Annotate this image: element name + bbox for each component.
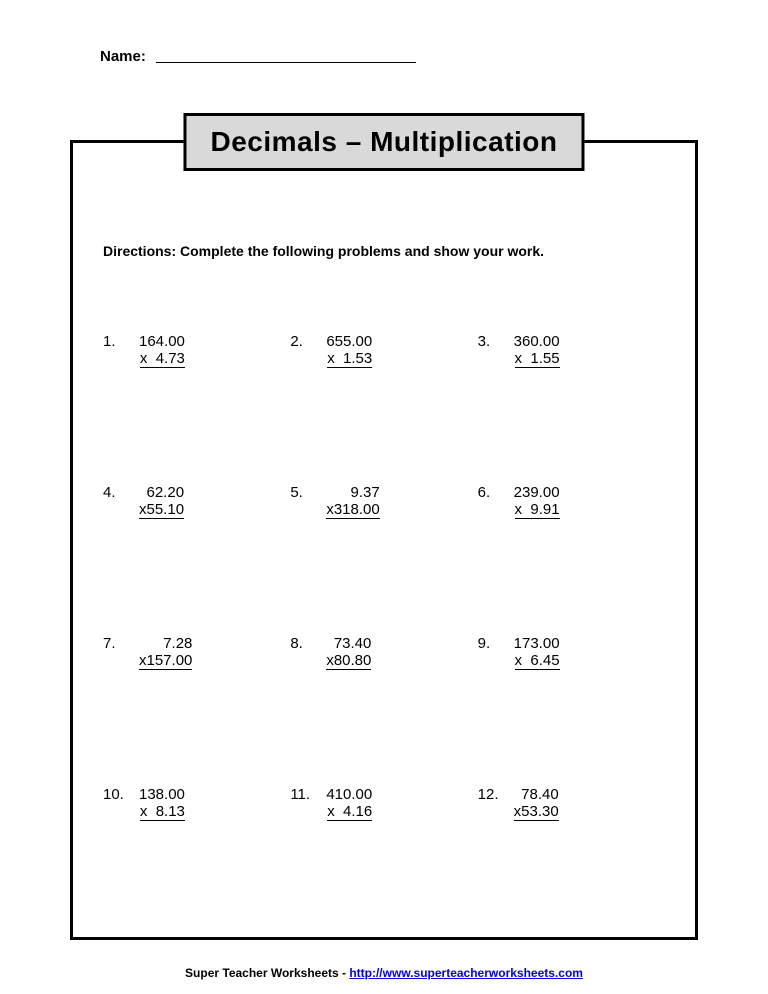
problem-stack: 138.00x 8.13: [139, 786, 185, 821]
problem-number: 12.: [478, 786, 504, 803]
problem: 9. 173.00x 6.45: [478, 635, 665, 756]
multiplicand: 62.20: [147, 484, 185, 501]
multiplier: x 8.13: [140, 803, 185, 821]
multiplicand: 7.28: [163, 635, 192, 652]
problem-stack: 78.40x53.30: [514, 786, 559, 821]
multiplier: x 9.91: [515, 501, 560, 519]
problem-number: 8.: [290, 635, 316, 652]
footer-link[interactable]: http://www.superteacherworksheets.com: [349, 966, 583, 980]
problem-number: 4.: [103, 484, 129, 501]
problem-number: 6.: [478, 484, 504, 501]
name-blank-line: [156, 62, 416, 63]
worksheet-title: Decimals – Multiplication: [183, 113, 584, 171]
problem-stack: 239.00x 9.91: [514, 484, 560, 519]
problem: 11. 410.00x 4.16: [290, 786, 477, 907]
multiplier: x 1.55: [515, 350, 560, 368]
problem: 4. 62.20x55.10: [103, 484, 290, 605]
problem-number: 5.: [290, 484, 316, 501]
problem-number: 2.: [290, 333, 316, 350]
problem-number: 11.: [290, 786, 316, 803]
directions-text: Directions: Complete the following probl…: [103, 243, 665, 259]
multiplier: x53.30: [514, 803, 559, 821]
problem-number: 1.: [103, 333, 129, 350]
worksheet-frame: Decimals – Multiplication Directions: Co…: [70, 140, 698, 940]
problem-stack: 655.00x 1.53: [326, 333, 372, 368]
problem-stack: 62.20x55.10: [139, 484, 184, 519]
problem-number: 3.: [478, 333, 504, 350]
problem: 1. 164.00x 4.73: [103, 333, 290, 454]
problem-stack: 360.00x 1.55: [514, 333, 560, 368]
multiplier: x80.80: [326, 652, 371, 670]
problem: 10. 138.00x 8.13: [103, 786, 290, 907]
footer: Super Teacher Worksheets - http://www.su…: [0, 966, 768, 980]
multiplier: x318.00: [326, 501, 379, 519]
problems-grid: 1.164.00x 4.732.655.00x 1.533.360.00x 1.…: [103, 333, 665, 907]
multiplicand: 655.00: [326, 333, 372, 350]
multiplicand: 164.00: [139, 333, 185, 350]
problem-stack: 9.37x318.00: [326, 484, 379, 519]
multiplicand: 9.37: [351, 484, 380, 501]
problem-stack: 73.40x80.80: [326, 635, 371, 670]
problem-stack: 173.00x 6.45: [514, 635, 560, 670]
multiplicand: 173.00: [514, 635, 560, 652]
problem-number: 9.: [478, 635, 504, 652]
problem-stack: 164.00x 4.73: [139, 333, 185, 368]
problem: 3. 360.00x 1.55: [478, 333, 665, 454]
multiplicand: 138.00: [139, 786, 185, 803]
multiplicand: 239.00: [514, 484, 560, 501]
multiplier: x 4.73: [140, 350, 185, 368]
name-label: Name:: [100, 48, 146, 65]
problem-number: 10.: [103, 786, 129, 803]
multiplier: x157.00: [139, 652, 192, 670]
problem: 8. 73.40x80.80: [290, 635, 477, 756]
multiplicand: 410.00: [326, 786, 372, 803]
multiplicand: 360.00: [514, 333, 560, 350]
multiplier: x 6.45: [515, 652, 560, 670]
multiplicand: 78.40: [521, 786, 559, 803]
problem: 6. 239.00x 9.91: [478, 484, 665, 605]
problem: 7. 7.28x157.00: [103, 635, 290, 756]
multiplier: x 1.53: [327, 350, 372, 368]
problem-stack: 7.28x157.00: [139, 635, 192, 670]
footer-prefix: Super Teacher Worksheets -: [185, 966, 349, 980]
problem-number: 7.: [103, 635, 129, 652]
problem: 2. 655.00x 1.53: [290, 333, 477, 454]
problem: 5. 9.37x318.00: [290, 484, 477, 605]
name-field-row: Name:: [100, 48, 416, 65]
multiplier: x 4.16: [327, 803, 372, 821]
problem: 12. 78.40x53.30: [478, 786, 665, 907]
multiplier: x55.10: [139, 501, 184, 519]
multiplicand: 73.40: [334, 635, 372, 652]
problem-stack: 410.00x 4.16: [326, 786, 372, 821]
